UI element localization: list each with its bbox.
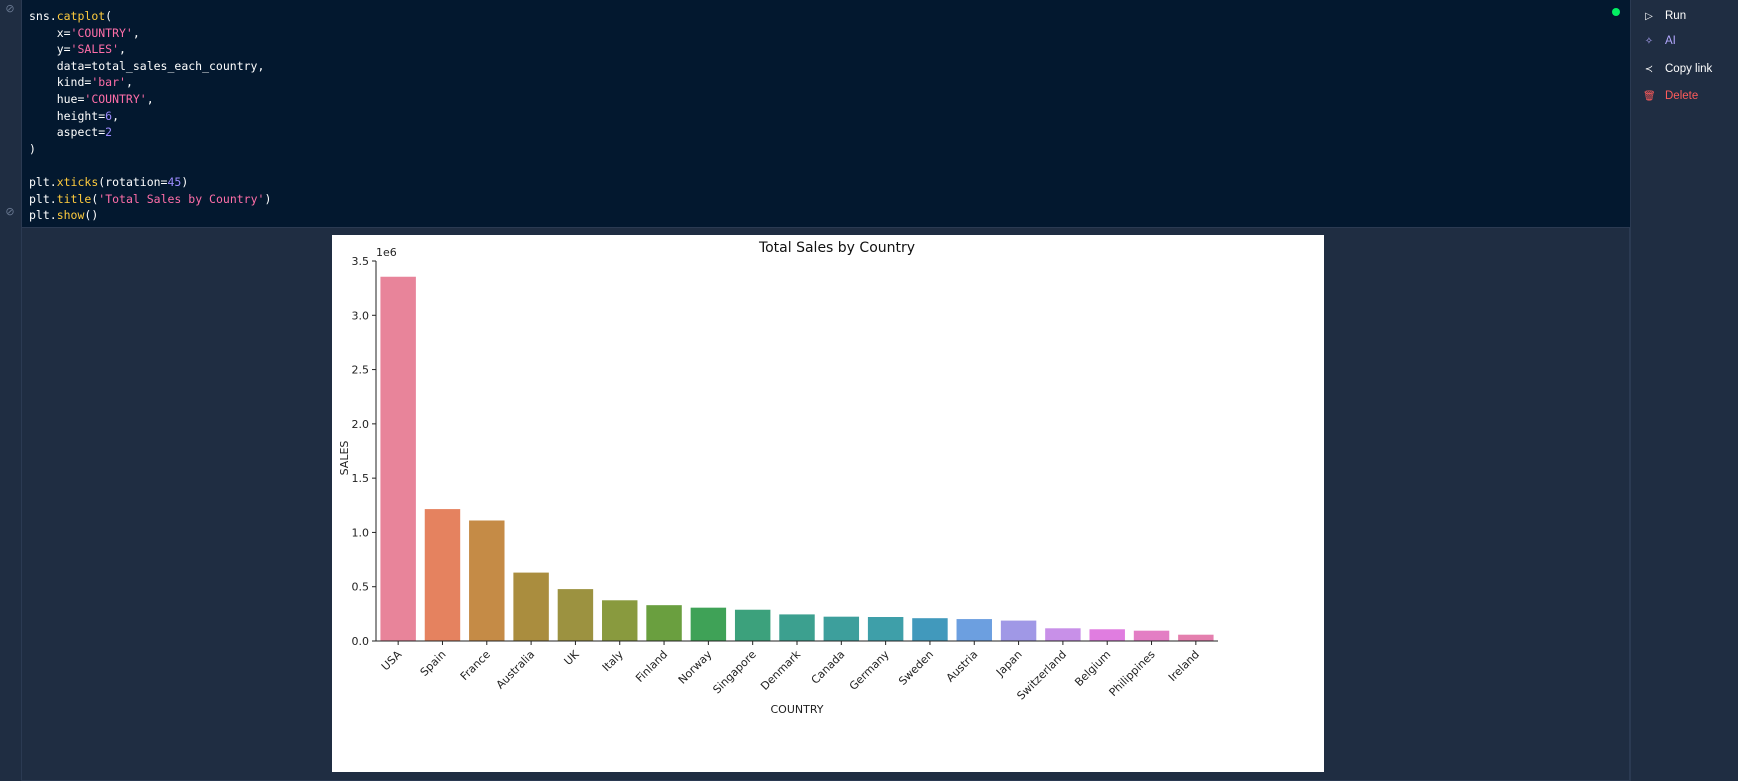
bar	[867, 617, 904, 641]
bar	[1178, 634, 1214, 641]
bar-chart: Total Sales by Country 1e6 SALES COUNTRY…	[338, 240, 1218, 716]
play-icon: ▷	[1645, 10, 1653, 22]
hide-code-icon[interactable]: ⊘	[5, 2, 15, 15]
code-cell[interactable]: sns.catplot( x='COUNTRY', y='SALES', dat…	[22, 0, 1630, 228]
code-editor[interactable]: sns.catplot( x='COUNTRY', y='SALES', dat…	[29, 8, 271, 224]
status-dot	[1612, 8, 1620, 16]
code-line: hue='COUNTRY',	[29, 91, 154, 106]
y-tick-label: 0.0	[352, 635, 370, 648]
chart-figure: Total Sales by Country 1e6 SALES COUNTRY…	[332, 235, 1324, 772]
code-line: y='SALES',	[29, 42, 126, 57]
bar	[823, 616, 860, 641]
bar	[734, 609, 771, 641]
delete-button[interactable]: 🗑 Delete	[1643, 87, 1698, 105]
bar	[602, 600, 638, 641]
bar	[1045, 628, 1081, 641]
y-tick-label: 2.5	[352, 364, 370, 377]
bar	[380, 276, 416, 641]
x-tick-label: Australia	[494, 648, 538, 692]
code-line: )	[29, 141, 36, 156]
code-line	[29, 157, 271, 174]
x-tick-label: Singapore	[710, 648, 759, 697]
hide-output-icon[interactable]: ⊘	[5, 205, 15, 218]
code-line: aspect=2	[29, 125, 113, 140]
y-offset-label: 1e6	[376, 246, 397, 259]
x-tick-label: Japan	[993, 648, 1025, 680]
x-tick-label: UK	[562, 647, 583, 668]
code-line: plt.xticks(rotation=45)	[29, 174, 189, 189]
x-tick-label: Denmark	[758, 647, 803, 692]
y-axis-label: SALES	[338, 441, 351, 476]
code-line: plt.show()	[29, 208, 99, 223]
y-tick-label: 1.5	[352, 472, 370, 485]
bar	[1000, 620, 1037, 641]
share-icon: ≺	[1644, 63, 1654, 75]
x-tick-label: France	[458, 648, 493, 683]
bar	[1089, 629, 1125, 641]
run-label: Run	[1665, 10, 1687, 22]
code-line: height=6,	[29, 108, 120, 123]
code-line: x='COUNTRY',	[29, 25, 140, 40]
bar	[1133, 630, 1170, 641]
y-tick-label: 2.0	[352, 418, 370, 431]
bar	[779, 614, 815, 641]
ai-label: AI	[1665, 35, 1676, 47]
trash-icon: 🗑	[1643, 90, 1656, 102]
bar	[690, 607, 727, 641]
x-tick-label: Ireland	[1166, 648, 1202, 684]
bar	[646, 605, 682, 641]
bar	[912, 618, 948, 641]
code-line: kind='bar',	[29, 75, 133, 90]
ai-button[interactable]: ✧ AI	[1643, 32, 1676, 50]
cell-action-sidebar: ▷ Run ✧ AI ≺ Copy link 🗑 Delete	[1630, 0, 1738, 781]
copy-link-label: Copy link	[1665, 63, 1713, 75]
x-tick-label: Spain	[418, 648, 449, 679]
x-tick-label: USA	[379, 648, 405, 674]
cell-gutter: ⊘ ⊘	[0, 0, 22, 781]
bar	[513, 572, 549, 641]
y-tick-label: 0.5	[352, 581, 370, 594]
x-tick-label: Philippines	[1107, 648, 1158, 699]
x-axis-label: COUNTRY	[771, 703, 824, 716]
bar	[956, 619, 992, 641]
output-cell: Total Sales by Country 1e6 SALES COUNTRY…	[22, 228, 1630, 781]
x-tick-label: Italy	[600, 648, 626, 674]
bar	[469, 520, 505, 641]
chart-title: Total Sales by Country	[758, 240, 915, 256]
delete-label: Delete	[1665, 90, 1699, 102]
code-line: plt.title('Total Sales by Country')	[29, 191, 272, 206]
x-tick-label: Norway	[676, 648, 715, 687]
code-line: data=total_sales_each_country,	[29, 58, 265, 73]
bar	[424, 509, 461, 641]
copy-link-button[interactable]: ≺ Copy link	[1643, 60, 1713, 78]
sparkle-icon: ✧	[1644, 35, 1654, 47]
x-tick-label: Belgium	[1072, 648, 1113, 689]
x-tick-label: Germany	[847, 648, 892, 693]
bar	[557, 589, 594, 641]
x-tick-label: Sweden	[896, 648, 936, 688]
x-tick-label: Canada	[809, 648, 848, 687]
x-tick-label: Finland	[633, 648, 670, 685]
run-button[interactable]: ▷ Run	[1643, 7, 1686, 25]
y-tick-label: 3.0	[352, 309, 370, 322]
y-tick-label: 1.0	[352, 526, 370, 539]
code-line: sns.catplot(	[29, 9, 113, 23]
y-tick-label: 3.5	[352, 255, 370, 268]
x-tick-label: Austria	[944, 648, 981, 685]
